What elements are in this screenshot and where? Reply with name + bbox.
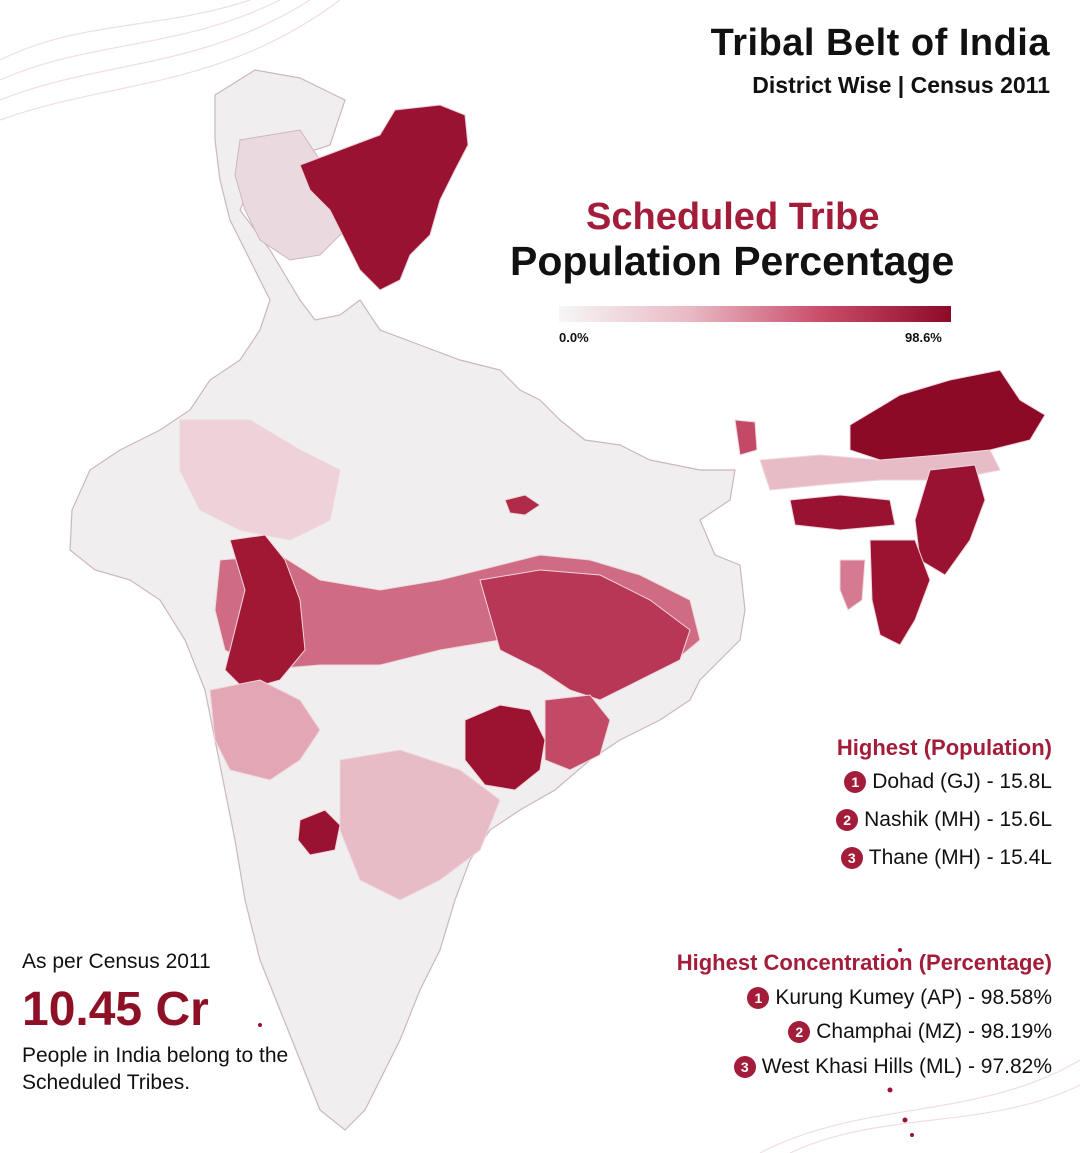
sikkim xyxy=(734,419,758,456)
odisha-south xyxy=(544,694,611,771)
arunachal xyxy=(849,369,1046,461)
concentration-rank-2-text: Champhai (MZ) - 98.19% xyxy=(816,1020,1052,1043)
jharkhand-odisha xyxy=(479,569,691,701)
legend-max-label: 98.6% xyxy=(905,330,942,345)
chhattisgarh-south xyxy=(464,704,546,791)
gujarat-tribal-strip xyxy=(224,534,306,691)
population-rank-1-text: Dohad (GJ) - 15.8L xyxy=(872,770,1052,793)
concentration-rank-3: 3 West Khasi Hills (ML) - 97.82% xyxy=(733,1055,1052,1079)
karnataka-dark-spot xyxy=(297,809,341,856)
maharashtra-west xyxy=(209,679,321,781)
tripura-west xyxy=(839,559,866,611)
nagaland-manipur xyxy=(914,464,986,576)
northeast-region xyxy=(734,369,1046,646)
population-rank-2: 2 Nashik (MH) - 15.6L xyxy=(836,808,1052,832)
map-heading-line2: Population Percentage xyxy=(510,238,955,284)
rank-badge-1: 1 xyxy=(747,987,770,1009)
rank-badge-3: 3 xyxy=(840,847,863,869)
population-rank-2-text: Nashik (MH) - 15.6L xyxy=(864,808,1052,831)
page-title: Tribal Belt of India xyxy=(710,22,1050,64)
legend-min-label: 0.0% xyxy=(559,330,589,345)
concentration-rank-1-text: Kurung Kumey (AP) - 98.58% xyxy=(775,986,1052,1009)
rank-badge-2: 2 xyxy=(788,1021,811,1043)
mizoram-tripura xyxy=(869,539,931,646)
rank-badge-3: 3 xyxy=(733,1056,756,1078)
st-population-description: People in India belong to the Scheduled … xyxy=(22,1044,289,1094)
page-subtitle: District Wise | Census 2011 xyxy=(752,72,1050,98)
population-rank-3-text: Thane (MH) - 15.4L xyxy=(868,846,1052,869)
rajasthan-south xyxy=(179,419,341,541)
color-scale-bar xyxy=(559,306,951,322)
up-dark-spot xyxy=(504,494,541,516)
highest-concentration-title: Highest Concentration (Percentage) xyxy=(676,950,1052,975)
ladakh-region xyxy=(299,104,469,291)
concentration-rank-1: 1 Kurung Kumey (AP) - 98.58% xyxy=(747,986,1052,1010)
rank-badge-1: 1 xyxy=(844,771,867,793)
population-rank-1: 1 Dohad (GJ) - 15.8L xyxy=(844,770,1052,794)
meghalaya xyxy=(789,494,896,531)
rank-badge-2: 2 xyxy=(836,809,859,831)
map-heading-line1: Scheduled Tribe xyxy=(586,196,880,238)
concentration-rank-2: 2 Champhai (MZ) - 98.19% xyxy=(788,1020,1052,1044)
population-rank-3: 3 Thane (MH) - 15.4L xyxy=(840,846,1052,870)
highest-population-title: Highest (Population) xyxy=(836,735,1052,760)
concentration-rank-3-text: West Khasi Hills (ML) - 97.82% xyxy=(761,1055,1052,1078)
island-dots xyxy=(258,948,914,1137)
st-population-number: 10.45 Cr xyxy=(22,983,209,1036)
census-label: As per Census 2011 xyxy=(22,950,211,973)
telangana-andhra xyxy=(339,749,501,901)
